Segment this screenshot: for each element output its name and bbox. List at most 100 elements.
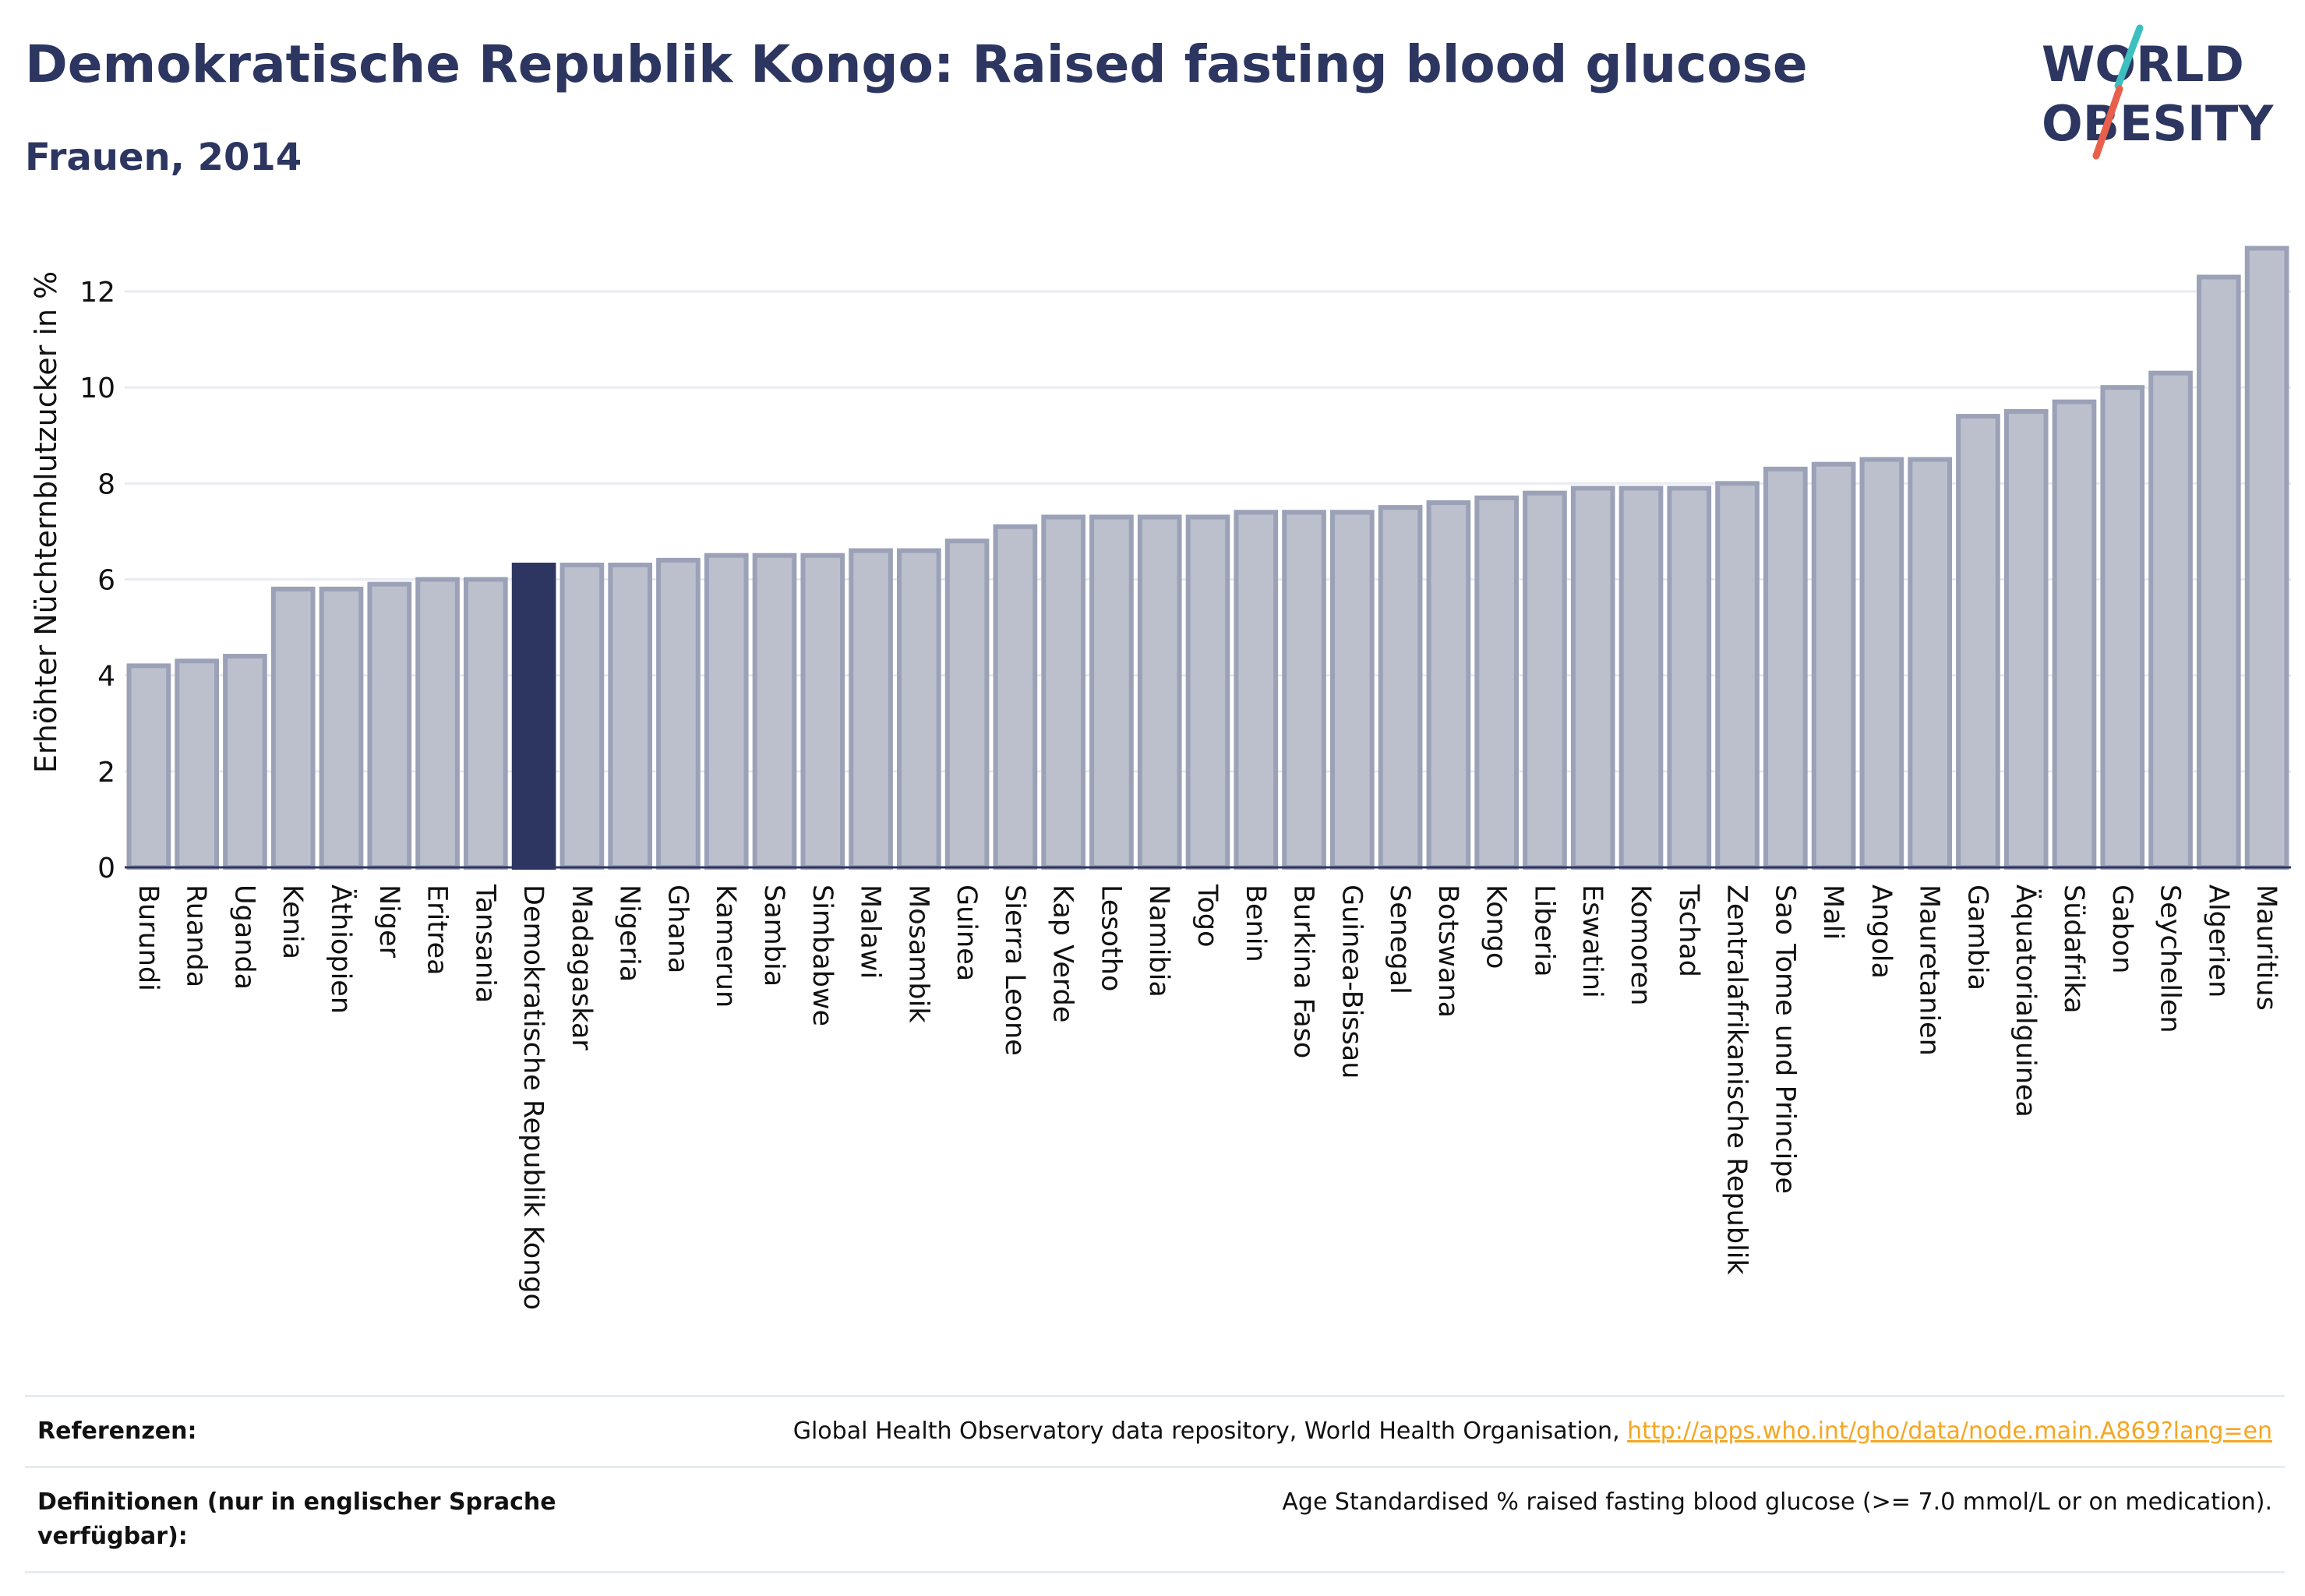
bar <box>1570 486 1615 870</box>
world-obesity-logo: WORLD OBESITY <box>2042 24 2274 160</box>
bar <box>2052 399 2097 870</box>
x-tick-label: Kenia <box>277 885 308 959</box>
y-tick-label: 2 <box>97 757 115 789</box>
bar <box>2244 245 2289 870</box>
logo-word-obesity: OBESITY <box>2042 95 2274 152</box>
bar-highlighted <box>511 563 556 870</box>
bar <box>752 553 797 870</box>
bar <box>2197 274 2241 870</box>
x-tick-label: Kongo <box>1481 885 1512 969</box>
bar <box>1089 514 1134 870</box>
x-tick-label: Eswatini <box>1576 885 1608 998</box>
x-tick-label: Uganda <box>228 885 259 990</box>
bar <box>1523 490 1567 870</box>
x-tick-label: Sambia <box>758 885 789 987</box>
x-tick-label: Mauritius <box>2250 885 2282 1011</box>
x-tick-label: Botswana <box>1432 885 1463 1018</box>
x-tick-label: Mauretanien <box>1914 885 1945 1056</box>
x-tick-label: Demokratische Republik Kongo <box>517 885 549 1310</box>
definitions-label: Definitionen (nur in englischer Sprache … <box>37 1488 556 1550</box>
bar <box>1908 457 1952 870</box>
x-tick-label: Lesotho <box>1095 885 1126 991</box>
x-axis-labels: Burundi Ruanda Uganda Kenia Äthiopien Niger Er… <box>132 884 2282 1310</box>
bar <box>944 538 990 870</box>
x-tick-label: Eritrea <box>422 885 453 976</box>
x-tick-label: Algerien <box>2202 885 2233 998</box>
x-tick-label: Gabon <box>2106 885 2137 973</box>
x-tick-label: Angola <box>1866 885 1897 979</box>
bar <box>608 563 652 870</box>
y-tick-label: 8 <box>97 468 115 500</box>
x-tick-label: Namibia <box>1143 885 1174 998</box>
x-tick-label: Ghana <box>662 885 693 973</box>
bar <box>1715 481 1760 870</box>
bar <box>1667 486 1712 870</box>
x-tick-label: Senegal <box>1384 885 1415 994</box>
bar <box>175 659 219 870</box>
references-value: Global Health Observatory data repositor… <box>793 1414 2272 1449</box>
bar-chart: 0 2 4 6 8 10 12 Burundi Ruanda Uganda Kenia Äthiop… <box>29 245 2291 1310</box>
y-tick-label: 10 <box>79 373 115 404</box>
x-tick-label: Madagaskar <box>566 885 597 1050</box>
bar <box>1859 457 1904 870</box>
x-tick-label: Sierra Leone <box>999 885 1030 1056</box>
references-link[interactable]: http://apps.who.int/gho/data/node.main.A… <box>1627 1418 2272 1445</box>
y-tick-label: 6 <box>97 565 115 597</box>
x-tick-label: Simbabwe <box>807 885 838 1026</box>
references-text: Global Health Observatory data repositor… <box>792 1418 1628 1445</box>
x-tick-label: Zentralafrikanische Republik <box>1721 885 1753 1276</box>
x-tick-label: Niger <box>373 885 404 959</box>
logo-slash-teal <box>2114 24 2144 90</box>
bars <box>126 245 2289 870</box>
bar <box>464 577 508 870</box>
bar <box>559 563 605 870</box>
x-tick-label: Äthiopien <box>325 885 358 1014</box>
bar <box>2003 408 2049 870</box>
y-tick-label: 0 <box>97 853 115 885</box>
x-tick-label: Ruanda <box>181 885 212 987</box>
y-tick-label: 12 <box>79 277 115 309</box>
x-tick-label: Tansania <box>469 884 500 1003</box>
x-tick-label: Kamerun <box>710 885 741 1008</box>
bar <box>367 581 412 870</box>
bar <box>1474 495 1519 870</box>
y-tick-label: 4 <box>97 661 115 693</box>
x-tick-label: Südafrika <box>2058 885 2089 1014</box>
x-tick-label: Burundi <box>132 885 164 991</box>
bar <box>849 548 893 870</box>
bar <box>1330 510 1375 870</box>
x-tick-label: Äquatorialguinea <box>2010 885 2042 1118</box>
x-tick-label: Tschad <box>1673 884 1704 977</box>
bar <box>800 553 845 870</box>
x-tick-label: Benin <box>1240 885 1271 962</box>
x-tick-label: Mosambik <box>902 885 934 1023</box>
bar <box>1426 500 1471 870</box>
chart-subtitle: Frauen, 2014 <box>25 136 302 179</box>
bar <box>319 586 364 870</box>
bar <box>993 524 1038 870</box>
y-axis-ticks: 0 2 4 6 8 10 12 <box>79 277 115 885</box>
x-tick-label: Komoren <box>1625 885 1656 1005</box>
bar <box>1041 514 1085 870</box>
bar <box>223 654 267 870</box>
x-tick-label: Kap Verde <box>1047 885 1078 1022</box>
bar <box>1234 510 1279 870</box>
bar <box>415 577 460 870</box>
x-tick-label: Malawi <box>855 885 886 979</box>
bar <box>270 586 316 870</box>
x-tick-label: Burkina Faso <box>1288 885 1319 1058</box>
x-tick-label: Togo <box>1191 884 1223 947</box>
references-table: Referenzen: Global Health Observatory da… <box>25 1395 2285 1573</box>
x-tick-label: Seychellen <box>2155 885 2186 1033</box>
bar <box>1618 486 1664 870</box>
bar <box>1137 514 1182 870</box>
bar <box>2148 370 2193 870</box>
x-tick-label: Liberia <box>1528 885 1559 977</box>
bar <box>1956 414 2000 870</box>
x-tick-label: Nigeria <box>614 885 645 982</box>
bar <box>1763 466 1808 870</box>
bar <box>1282 510 1326 870</box>
definitions-value: Age Standardised % raised fasting blood … <box>1282 1488 2272 1516</box>
x-tick-label: Guinea <box>951 885 982 981</box>
x-tick-label: Gambia <box>1961 885 1993 990</box>
